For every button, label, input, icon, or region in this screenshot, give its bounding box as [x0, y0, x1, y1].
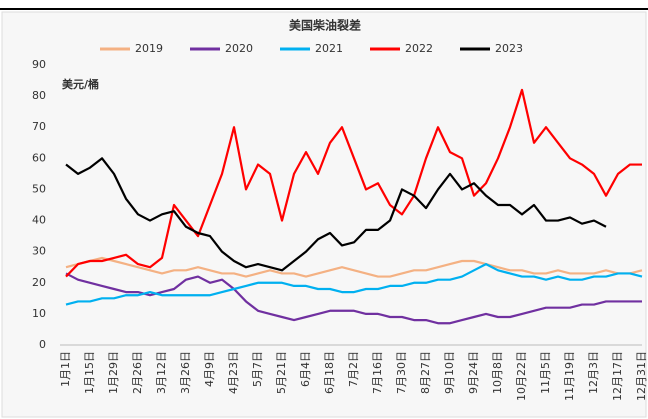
x-tick-label: 11月19日: [563, 351, 576, 401]
x-tick-label: 4月9日: [203, 351, 216, 387]
legend-label: 2019: [135, 42, 163, 55]
y-tick-label: 70: [32, 120, 46, 133]
x-tick-label: 2月26日: [131, 351, 144, 394]
y-tick-label: 20: [32, 276, 46, 289]
x-tick-label: 5月21日: [275, 351, 288, 394]
x-tick-label: 3月26日: [179, 351, 192, 394]
y-tick-label: 80: [32, 89, 46, 102]
x-tick-label: 5月7日: [251, 351, 264, 387]
y-tick-label: 30: [32, 245, 46, 258]
legend-label: 2023: [495, 42, 523, 55]
series-line: [65, 263, 643, 306]
x-tick-label: 3月12日: [155, 351, 168, 394]
x-tick-label: 9月24日: [467, 351, 480, 394]
series-line: [65, 256, 643, 278]
legend: 2019 2020 2021 2022 2023: [100, 42, 523, 55]
series-line: [65, 88, 642, 278]
x-tick-label: 10月22日: [515, 351, 528, 401]
legend-label: 2022: [405, 42, 433, 55]
x-tick-label: 8月27日: [419, 351, 432, 394]
y-tick-label: 60: [32, 151, 46, 164]
legend-label: 2021: [315, 42, 343, 55]
y-tick-label: 10: [32, 307, 46, 320]
x-tick-label: 4月23日: [227, 351, 240, 394]
y-axis-label: 美元/桶: [62, 77, 99, 91]
legend-label: 2020: [225, 42, 253, 55]
x-tick-label: 11月5日: [539, 351, 552, 394]
x-tick-label: 6月4日: [299, 351, 312, 387]
series-line: [65, 157, 607, 272]
y-tick-label: 40: [32, 214, 46, 227]
y-tick-label: 0: [39, 338, 46, 351]
x-tick-label: 1月29日: [107, 351, 120, 394]
chart-background: [1, 11, 647, 418]
chart-title: 美国柴油裂差: [289, 18, 361, 33]
x-tick-label: 7月16日: [371, 351, 384, 394]
series-line: [65, 272, 642, 325]
x-tick-label: 12月17日: [611, 351, 624, 401]
x-tick-label: 12月3日: [587, 351, 600, 394]
y-tick-label: 90: [32, 58, 46, 71]
x-tick-label: 7月2日: [347, 351, 360, 387]
x-tick-label: 7月30日: [395, 351, 408, 394]
y-tick-label: 50: [32, 182, 46, 195]
x-tick-label: 1月15日: [83, 351, 96, 394]
x-tick-label: 9月10日: [443, 351, 456, 394]
x-tick-label: 12月31日: [635, 351, 648, 401]
x-tick-label: 6月18日: [323, 351, 336, 394]
x-tick-label: 10月8日: [491, 351, 504, 394]
x-tick-label: 1月1日: [59, 351, 72, 387]
